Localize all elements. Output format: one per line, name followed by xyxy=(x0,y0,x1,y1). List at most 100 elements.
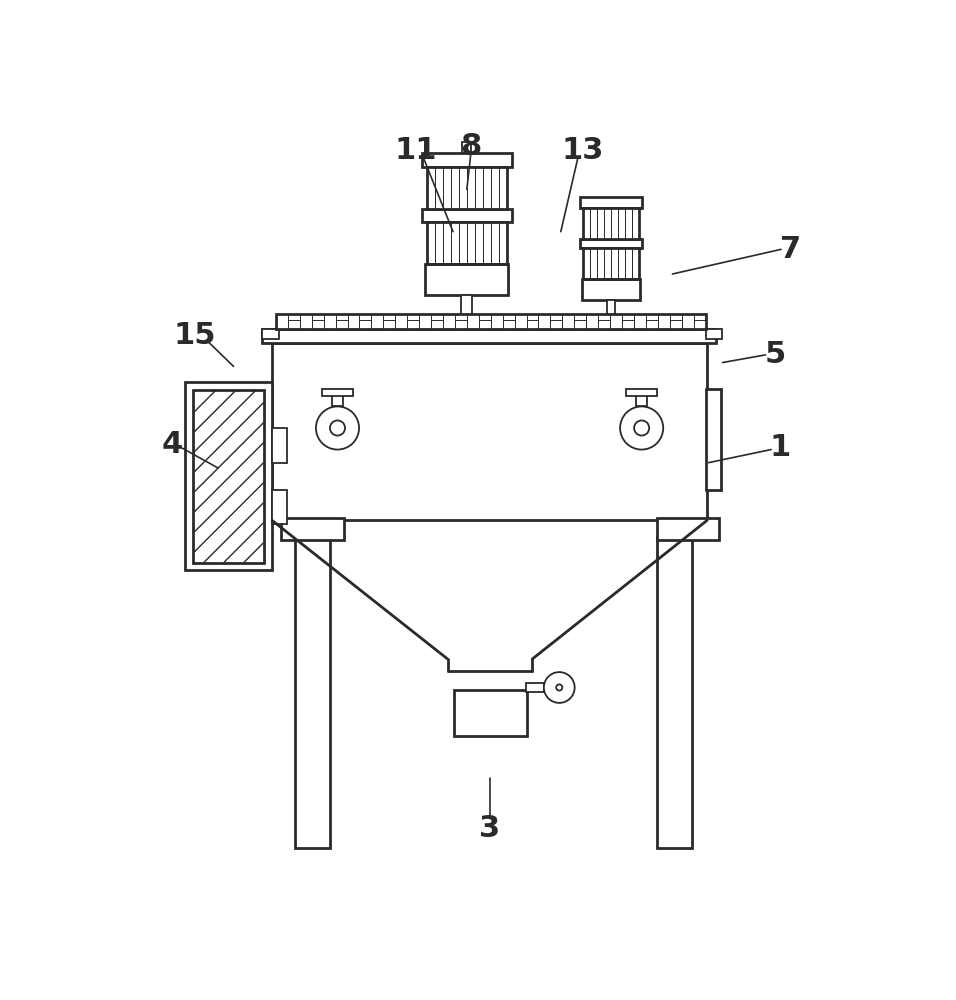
Bar xyxy=(490,314,503,329)
Bar xyxy=(475,222,483,264)
Bar xyxy=(467,222,475,264)
Bar xyxy=(467,167,475,209)
Bar xyxy=(583,248,639,279)
Bar xyxy=(483,167,490,209)
Bar xyxy=(443,167,451,209)
Bar xyxy=(262,329,279,339)
Circle shape xyxy=(634,420,649,436)
Bar xyxy=(694,320,706,329)
Bar xyxy=(276,314,706,329)
Bar xyxy=(454,690,527,736)
Bar xyxy=(706,389,721,490)
Bar xyxy=(272,428,288,463)
Bar xyxy=(657,536,692,848)
Bar xyxy=(426,222,435,264)
Bar xyxy=(597,208,604,239)
Bar xyxy=(431,320,443,329)
Circle shape xyxy=(544,672,575,703)
Text: 11: 11 xyxy=(395,136,437,165)
Bar xyxy=(634,314,646,329)
Bar xyxy=(637,393,647,406)
Circle shape xyxy=(315,406,359,450)
Bar xyxy=(624,208,632,239)
Text: 8: 8 xyxy=(460,132,481,161)
Bar xyxy=(632,208,639,239)
Bar xyxy=(426,167,507,209)
Bar xyxy=(475,167,483,209)
Bar xyxy=(272,490,288,524)
Bar xyxy=(538,314,551,329)
Bar xyxy=(463,142,471,153)
Bar xyxy=(276,314,288,329)
Bar xyxy=(604,208,611,239)
Bar xyxy=(514,314,527,329)
Bar xyxy=(300,314,312,329)
Bar xyxy=(336,320,347,329)
Bar xyxy=(562,314,575,329)
Bar xyxy=(322,389,353,396)
Bar xyxy=(383,320,395,329)
Bar xyxy=(435,222,443,264)
Bar xyxy=(451,167,459,209)
Bar xyxy=(583,208,639,239)
Bar xyxy=(371,314,383,329)
Bar xyxy=(359,320,371,329)
Bar xyxy=(624,248,632,279)
Bar xyxy=(626,389,657,396)
Bar xyxy=(575,320,586,329)
Bar xyxy=(295,536,330,848)
Bar xyxy=(706,329,723,339)
Bar xyxy=(185,382,272,570)
Bar xyxy=(425,264,509,295)
Bar xyxy=(451,222,459,264)
Bar xyxy=(611,248,618,279)
Bar xyxy=(435,167,443,209)
Circle shape xyxy=(330,420,345,436)
Bar xyxy=(618,208,624,239)
Bar xyxy=(598,320,610,329)
Bar xyxy=(272,343,707,520)
Bar xyxy=(526,683,544,692)
Bar xyxy=(443,314,455,329)
Bar xyxy=(646,320,658,329)
Bar xyxy=(479,320,490,329)
Bar xyxy=(467,314,479,329)
Bar xyxy=(607,300,615,314)
Bar xyxy=(288,320,300,329)
Bar xyxy=(483,222,490,264)
Text: 15: 15 xyxy=(174,321,216,350)
Bar xyxy=(611,208,618,239)
Bar xyxy=(332,393,343,406)
Bar xyxy=(590,208,597,239)
Bar xyxy=(262,329,716,343)
Bar xyxy=(459,222,467,264)
Bar xyxy=(551,320,562,329)
Bar xyxy=(423,153,511,167)
Bar xyxy=(499,222,507,264)
Bar xyxy=(459,167,467,209)
Bar xyxy=(580,239,641,248)
Text: 4: 4 xyxy=(162,430,183,459)
Bar xyxy=(347,314,359,329)
Bar xyxy=(618,248,624,279)
Text: 3: 3 xyxy=(479,814,501,843)
Bar xyxy=(312,320,324,329)
Bar xyxy=(682,314,694,329)
Bar xyxy=(632,248,639,279)
Bar xyxy=(583,208,590,239)
Bar xyxy=(527,320,538,329)
Bar xyxy=(324,314,336,329)
Bar xyxy=(583,248,590,279)
Bar xyxy=(604,248,611,279)
Bar xyxy=(419,314,431,329)
Bar xyxy=(443,222,451,264)
Text: 7: 7 xyxy=(780,235,801,264)
Text: 5: 5 xyxy=(764,340,786,369)
Bar xyxy=(503,320,514,329)
Bar xyxy=(657,518,720,540)
Bar xyxy=(490,167,499,209)
Bar xyxy=(462,295,472,314)
Bar xyxy=(590,248,597,279)
Bar xyxy=(281,518,343,540)
Bar xyxy=(426,222,507,264)
